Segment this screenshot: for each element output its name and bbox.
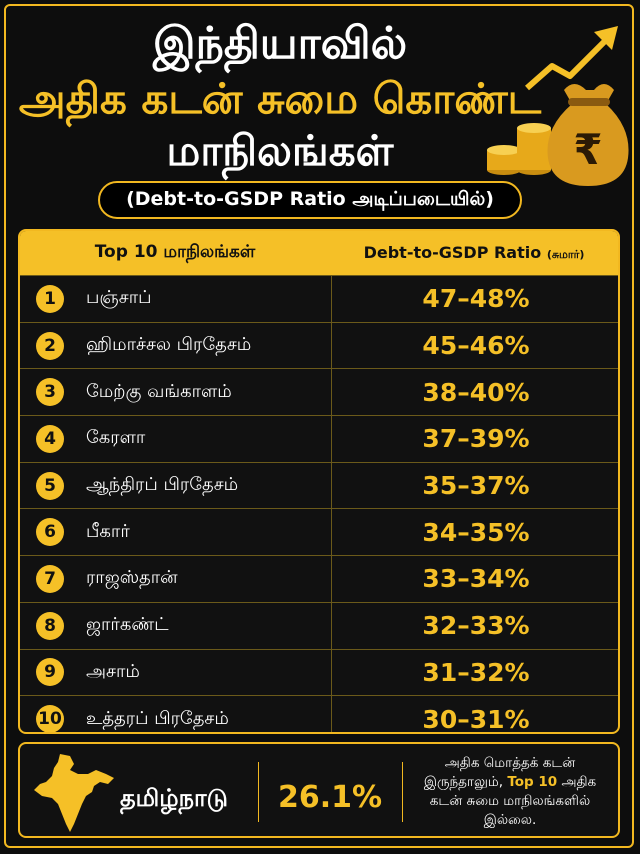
table-row: 6 பீகார் 34–35% [20,508,618,555]
rank-badge: 5 [36,471,64,500]
ratio-value: 37–39% [422,424,530,454]
rank-badge: 8 [36,611,64,640]
title-line-3: மாநிலங்கள் [166,126,394,175]
ratio-value: 45–46% [422,331,530,361]
table-row: 7 ராஜஸ்தான் 33–34% [20,555,618,602]
state-name: அசாம் [86,660,140,682]
state-name: பீகார் [86,520,130,542]
table-row: 5 ஆந்திரப் பிரதேசம் 35–37% [20,461,618,509]
title-line-1: இந்தியாவில் [152,18,408,69]
ratio-value: 32–33% [422,611,530,641]
column-header-states: Top 10 மாநிலங்கள் [94,242,256,262]
state-name: மேற்கு வங்காளம் [86,380,232,402]
footer-note: அதிக மொத்தக் கடன் இருந்தாலும், Top 10 அத… [423,755,597,828]
state-name: ஹிமாச்சல பிரதேசம் [86,334,252,356]
ratio-value: 30–31% [422,704,530,734]
frame-border [4,4,634,848]
state-name: ஜார்கண்ட் [86,614,169,636]
title-line-2: அதிக கடன் சுமை கொண்ட [18,74,542,123]
rank-badge: 9 [36,658,64,687]
rank-badge: 3 [36,378,64,407]
ratio-value: 34–35% [422,517,530,547]
rank-badge: 2 [36,331,64,360]
footer-ratio: 26.1% [278,780,383,815]
rank-badge: 10 [36,705,64,732]
rank-badge: 4 [36,424,64,453]
ratio-value: 33–34% [422,564,530,594]
column-header-ratio: Debt-to-GSDP Ratio (சுமார்) [363,243,585,262]
table-row: 4 கேரளா 37–39% [20,415,618,462]
footer-state-name: தமிழ்நாடு [120,784,228,812]
rupee-icon: ₹ [573,125,602,174]
table-row: 2 ஹிமாச்சல பிரதேசம் 45–46% [20,321,618,369]
rank-badge: 6 [36,518,64,547]
rank-badge: 1 [36,284,64,313]
state-name: உத்தரப் பிரதேசம் [86,707,229,729]
footer-divider [258,762,259,822]
ratio-value: 31–32% [422,657,530,687]
coin-stack-icon [487,123,551,175]
footer-divider [402,762,403,822]
column-divider [331,275,332,732]
india-map-icon [34,754,114,832]
table-row: 1 பஞ்சாப் 47–48% [20,275,618,322]
state-name: ராஜஸ்தான் [86,567,178,589]
debt-ratio-table: Top 10 மாநிலங்கள் Debt-to-GSDP Ratio (சு… [18,229,620,734]
table-row: 8 ஜார்கண்ட் 32–33% [20,601,618,649]
ratio-value: 47–48% [422,284,530,314]
ratio-value: 38–40% [422,377,530,407]
ratio-value: 35–37% [422,471,530,501]
table-row: 3 மேற்கு வங்காளம் 38–40% [20,368,618,415]
state-name: ஆந்திரப் பிரதேசம் [86,474,239,496]
trend-arrow-icon [525,26,618,91]
table-row: 9 அசாம் 31–32% [20,648,618,696]
subtitle: (Debt-to-GSDP Ratio அடிப்படையில்) [98,181,522,219]
table-header: Top 10 மாநிலங்கள் Debt-to-GSDP Ratio (சு… [20,231,618,275]
money-bag-icon [547,84,629,186]
state-name: கேரளா [86,427,146,449]
state-name: பஞ்சாப் [86,287,152,309]
rank-badge: 7 [36,564,64,593]
tamilnadu-footer: தமிழ்நாடு 26.1% அதிக மொத்தக் கடன் இருந்த… [18,742,620,838]
money-bag-illustration: ₹ [487,26,629,186]
table-row: 10 உத்தரப் பிரதேசம் 30–31% [20,695,618,734]
